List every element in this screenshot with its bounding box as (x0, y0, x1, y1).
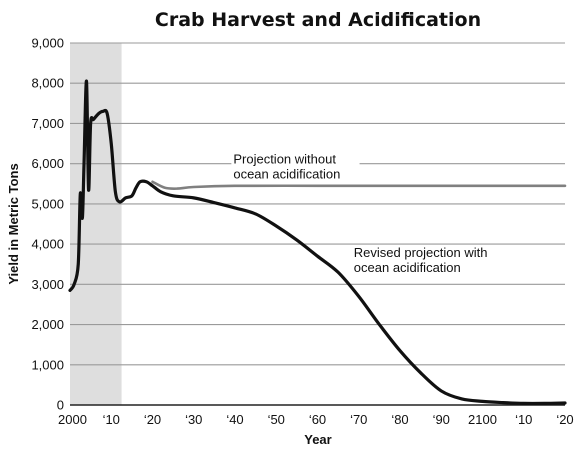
series-line-without-acidification (151, 180, 567, 190)
y-tick-label: 0 (57, 398, 64, 413)
x-tick-label: ‘20 (144, 412, 161, 427)
y-tick-label: 7,000 (31, 116, 64, 131)
x-tick-label: ‘70 (350, 412, 367, 427)
x-tick-label: ‘30 (185, 412, 202, 427)
x-axis-label: Year (304, 432, 331, 447)
y-tick-label: 6,000 (31, 156, 64, 171)
x-tick-label: ‘80 (391, 412, 408, 427)
x-tick-label: ‘90 (433, 412, 450, 427)
y-tick-label: 2,000 (31, 317, 64, 332)
chart-title: Crab Harvest and Acidification (155, 9, 481, 31)
x-tick-label: ‘20 (556, 412, 573, 427)
shaded-historical-region (70, 43, 122, 405)
y-tick-label: 8,000 (31, 76, 64, 91)
annotation-line: ocean acidification (233, 167, 340, 182)
y-tick-label: 5,000 (31, 196, 64, 211)
y-axis-label: Yield in Metric Tons (6, 163, 21, 284)
x-tick-label: ‘10 (515, 412, 532, 427)
y-tick-label: 9,000 (31, 36, 64, 51)
y-tick-label: 4,000 (31, 237, 64, 252)
y-tick-label: 1,000 (31, 357, 64, 372)
x-tick-label: ‘10 (103, 412, 120, 427)
x-tick-label: ‘60 (309, 412, 326, 427)
series-line-with-acidification (68, 79, 567, 406)
annotation-line: Revised projection with (354, 245, 488, 260)
x-tick-label: ‘40 (226, 412, 243, 427)
x-tick-label: ‘50 (268, 412, 285, 427)
annotation-line: ocean acidification (354, 260, 461, 275)
x-tick-label: 2000 (58, 412, 87, 427)
y-tick-label: 3,000 (31, 277, 64, 292)
x-tick-label: 2100 (468, 412, 497, 427)
annotation-line: Projection without (233, 152, 336, 167)
